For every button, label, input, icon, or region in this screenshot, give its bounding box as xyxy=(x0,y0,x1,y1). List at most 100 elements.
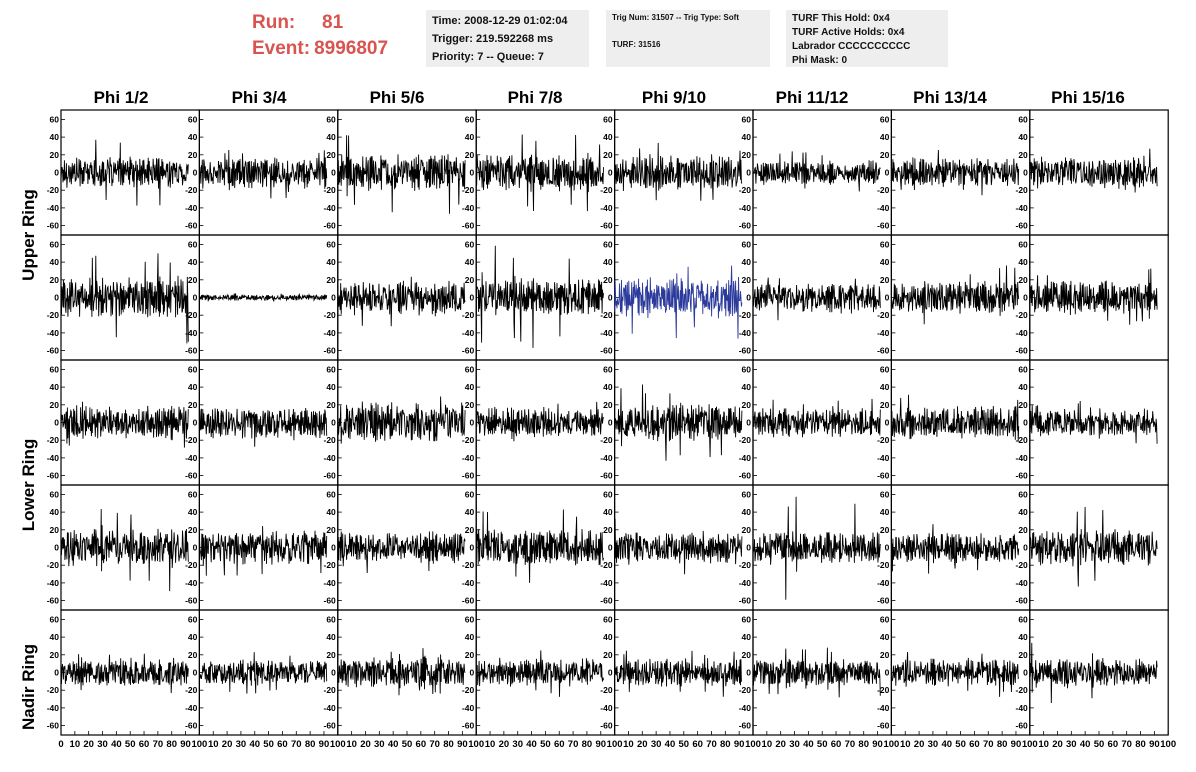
y-tick-label-r3-c7-4: -20 xyxy=(1016,560,1029,570)
y-tick-label-r4-c0-3: 0 xyxy=(54,668,59,678)
x-tick-label-c7-6: 60 xyxy=(1108,739,1119,750)
y-tick-label-r3-c5-0: 60 xyxy=(742,489,752,499)
waveform-r3-c4 xyxy=(614,518,743,575)
y-tick-label-r4-c6-0: 60 xyxy=(880,614,890,624)
y-tick-label-r4-c0-2: 20 xyxy=(50,650,60,660)
x-tick-label-c0-2: 20 xyxy=(83,739,94,750)
y-tick-label-r3-c2-1: 40 xyxy=(326,507,336,517)
y-tick-label-r1-c3-5: -40 xyxy=(462,328,475,338)
x-tick-label-c5-1: 10 xyxy=(762,739,773,750)
x-tick-label-c6-5: 50 xyxy=(955,739,966,750)
waveform-r3-c3 xyxy=(475,509,604,583)
y-tick-label-r4-c0-0: 60 xyxy=(50,614,60,624)
waveform-r1-c0 xyxy=(60,253,189,344)
y-tick-label-r1-c3-6: -60 xyxy=(462,346,475,356)
y-tick-label-r1-c4-4: -20 xyxy=(600,310,613,320)
y-tick-label-r4-c3-1: 40 xyxy=(465,632,475,642)
x-tick-label-c4-9: 90 xyxy=(734,739,745,750)
y-tick-label-r4-c2-0: 60 xyxy=(326,614,336,624)
y-tick-label-r2-c2-1: 40 xyxy=(326,382,336,392)
y-tick-label-r1-c0-3: 0 xyxy=(54,293,59,303)
y-tick-label-r2-c3-2: 20 xyxy=(465,400,475,410)
time-info-box: Time: 2008-12-29 01:02:04 Trigger: 219.5… xyxy=(426,10,589,67)
y-tick-label-r4-c2-2: 20 xyxy=(326,650,336,660)
y-tick-label-r2-c7-6: -60 xyxy=(1016,471,1029,481)
y-tick-label-r1-c0-6: -60 xyxy=(47,346,60,356)
x-tick-label-c7-5: 50 xyxy=(1094,739,1105,750)
y-tick-label-r1-c0-5: -40 xyxy=(47,328,60,338)
y-tick-label-r1-c1-3: 0 xyxy=(193,293,198,303)
y-tick-label-r0-c6-3: 0 xyxy=(885,168,890,178)
x-tick-label-c3-3: 30 xyxy=(512,739,523,750)
y-tick-label-r2-c3-6: -60 xyxy=(462,471,475,481)
y-tick-label-r3-c5-3: 0 xyxy=(746,543,751,553)
y-tick-label-r0-c2-1: 40 xyxy=(326,132,336,142)
y-tick-label-r0-c4-2: 20 xyxy=(603,150,613,160)
y-tick-label-r1-c1-5: -40 xyxy=(185,328,198,338)
y-tick-label-r4-c6-2: 20 xyxy=(880,650,890,660)
turf-info-box: TURF This Hold: 0x4 TURF Active Holds: 0… xyxy=(786,10,948,67)
x-tick-label-c3-1: 10 xyxy=(485,739,496,750)
y-tick-label-r3-c7-3: 0 xyxy=(1023,543,1028,553)
x-tick-label-c6-2: 20 xyxy=(914,739,925,750)
x-tick-label-c0-7: 70 xyxy=(153,739,164,750)
y-tick-label-r4-c1-4: -20 xyxy=(185,685,198,695)
y-tick-label-r0-c3-2: 20 xyxy=(465,150,475,160)
y-tick-label-r3-c2-5: -40 xyxy=(324,578,337,588)
x-tick-label-c4-4: 40 xyxy=(665,739,676,750)
y-tick-label-r3-c6-2: 20 xyxy=(880,525,890,535)
y-tick-label-r2-c2-4: -20 xyxy=(324,435,337,445)
x-tick-label-c4-3: 30 xyxy=(651,739,662,750)
y-tick-label-r2-c4-1: 40 xyxy=(603,382,613,392)
y-tick-label-r3-c2-0: 60 xyxy=(326,489,336,499)
y-tick-label-r3-c1-3: 0 xyxy=(193,543,198,553)
y-tick-label-r1-c7-5: -40 xyxy=(1016,328,1029,338)
y-tick-label-r0-c7-3: 0 xyxy=(1023,168,1028,178)
y-tick-label-r3-c2-2: 20 xyxy=(326,525,336,535)
y-tick-label-r3-c6-0: 60 xyxy=(880,489,890,499)
y-tick-label-r0-c0-6: -60 xyxy=(47,221,60,231)
y-tick-label-r3-c3-5: -40 xyxy=(462,578,475,588)
x-tick-label-c5-10: 100 xyxy=(883,739,899,750)
x-tick-label-c2-9: 90 xyxy=(457,739,468,750)
x-tick-label-c7-10: 100 xyxy=(1160,739,1176,750)
y-tick-label-r0-c5-0: 60 xyxy=(742,114,752,124)
waveform-r2-c1 xyxy=(198,407,328,447)
x-tick-label-c1-1: 10 xyxy=(208,739,219,750)
y-tick-label-r2-c5-6: -60 xyxy=(739,471,752,481)
column-title-phi-1-2: Phi 1/2 xyxy=(93,88,149,107)
y-tick-label-r1-c5-5: -40 xyxy=(739,328,752,338)
y-tick-label-r4-c3-3: 0 xyxy=(469,668,474,678)
y-tick-label-r4-c4-2: 20 xyxy=(603,650,613,660)
y-tick-label-r2-c3-0: 60 xyxy=(465,364,475,374)
y-tick-label-r3-c0-0: 60 xyxy=(50,489,60,499)
waveform-r0-c2 xyxy=(337,135,466,214)
y-tick-label-r2-c0-3: 0 xyxy=(54,418,59,428)
x-tick-label-c5-3: 30 xyxy=(789,739,800,750)
y-tick-label-r1-c7-0: 60 xyxy=(1018,239,1028,249)
x-tick-label-c4-8: 80 xyxy=(720,739,731,750)
trig-text: Trig Num: 31507 -- Trig Type: Soft xyxy=(612,13,739,22)
x-tick-label-c2-5: 50 xyxy=(402,739,413,750)
y-tick-label-r3-c0-2: 20 xyxy=(50,525,60,535)
y-tick-label-r4-c6-1: 40 xyxy=(880,632,890,642)
y-tick-label-r0-c1-0: 60 xyxy=(188,114,198,124)
x-tick-label-c5-9: 90 xyxy=(872,739,883,750)
y-tick-label-r4-c3-4: -20 xyxy=(462,685,475,695)
y-tick-label-r3-c6-6: -60 xyxy=(877,596,890,606)
waveform-r2-c0 xyxy=(60,401,189,448)
y-tick-label-r2-c5-0: 60 xyxy=(742,364,752,374)
y-tick-label-r1-c7-1: 40 xyxy=(1018,257,1028,267)
y-tick-label-r3-c6-4: -20 xyxy=(877,560,890,570)
y-tick-label-r0-c5-6: -60 xyxy=(739,221,752,231)
waveform-r1-c7 xyxy=(1029,268,1158,325)
y-tick-label-r2-c2-6: -60 xyxy=(324,471,337,481)
y-tick-label-r2-c5-3: 0 xyxy=(746,418,751,428)
y-tick-label-r4-c1-1: 40 xyxy=(188,632,198,642)
y-tick-label-r0-c2-4: -20 xyxy=(324,185,337,195)
y-tick-label-r4-c6-5: -40 xyxy=(877,703,890,713)
y-tick-label-r0-c0-3: 0 xyxy=(54,168,59,178)
y-tick-label-r4-c0-5: -40 xyxy=(47,703,60,713)
x-tick-label-c3-8: 80 xyxy=(582,739,593,750)
waveform-r3-c0 xyxy=(60,508,189,592)
